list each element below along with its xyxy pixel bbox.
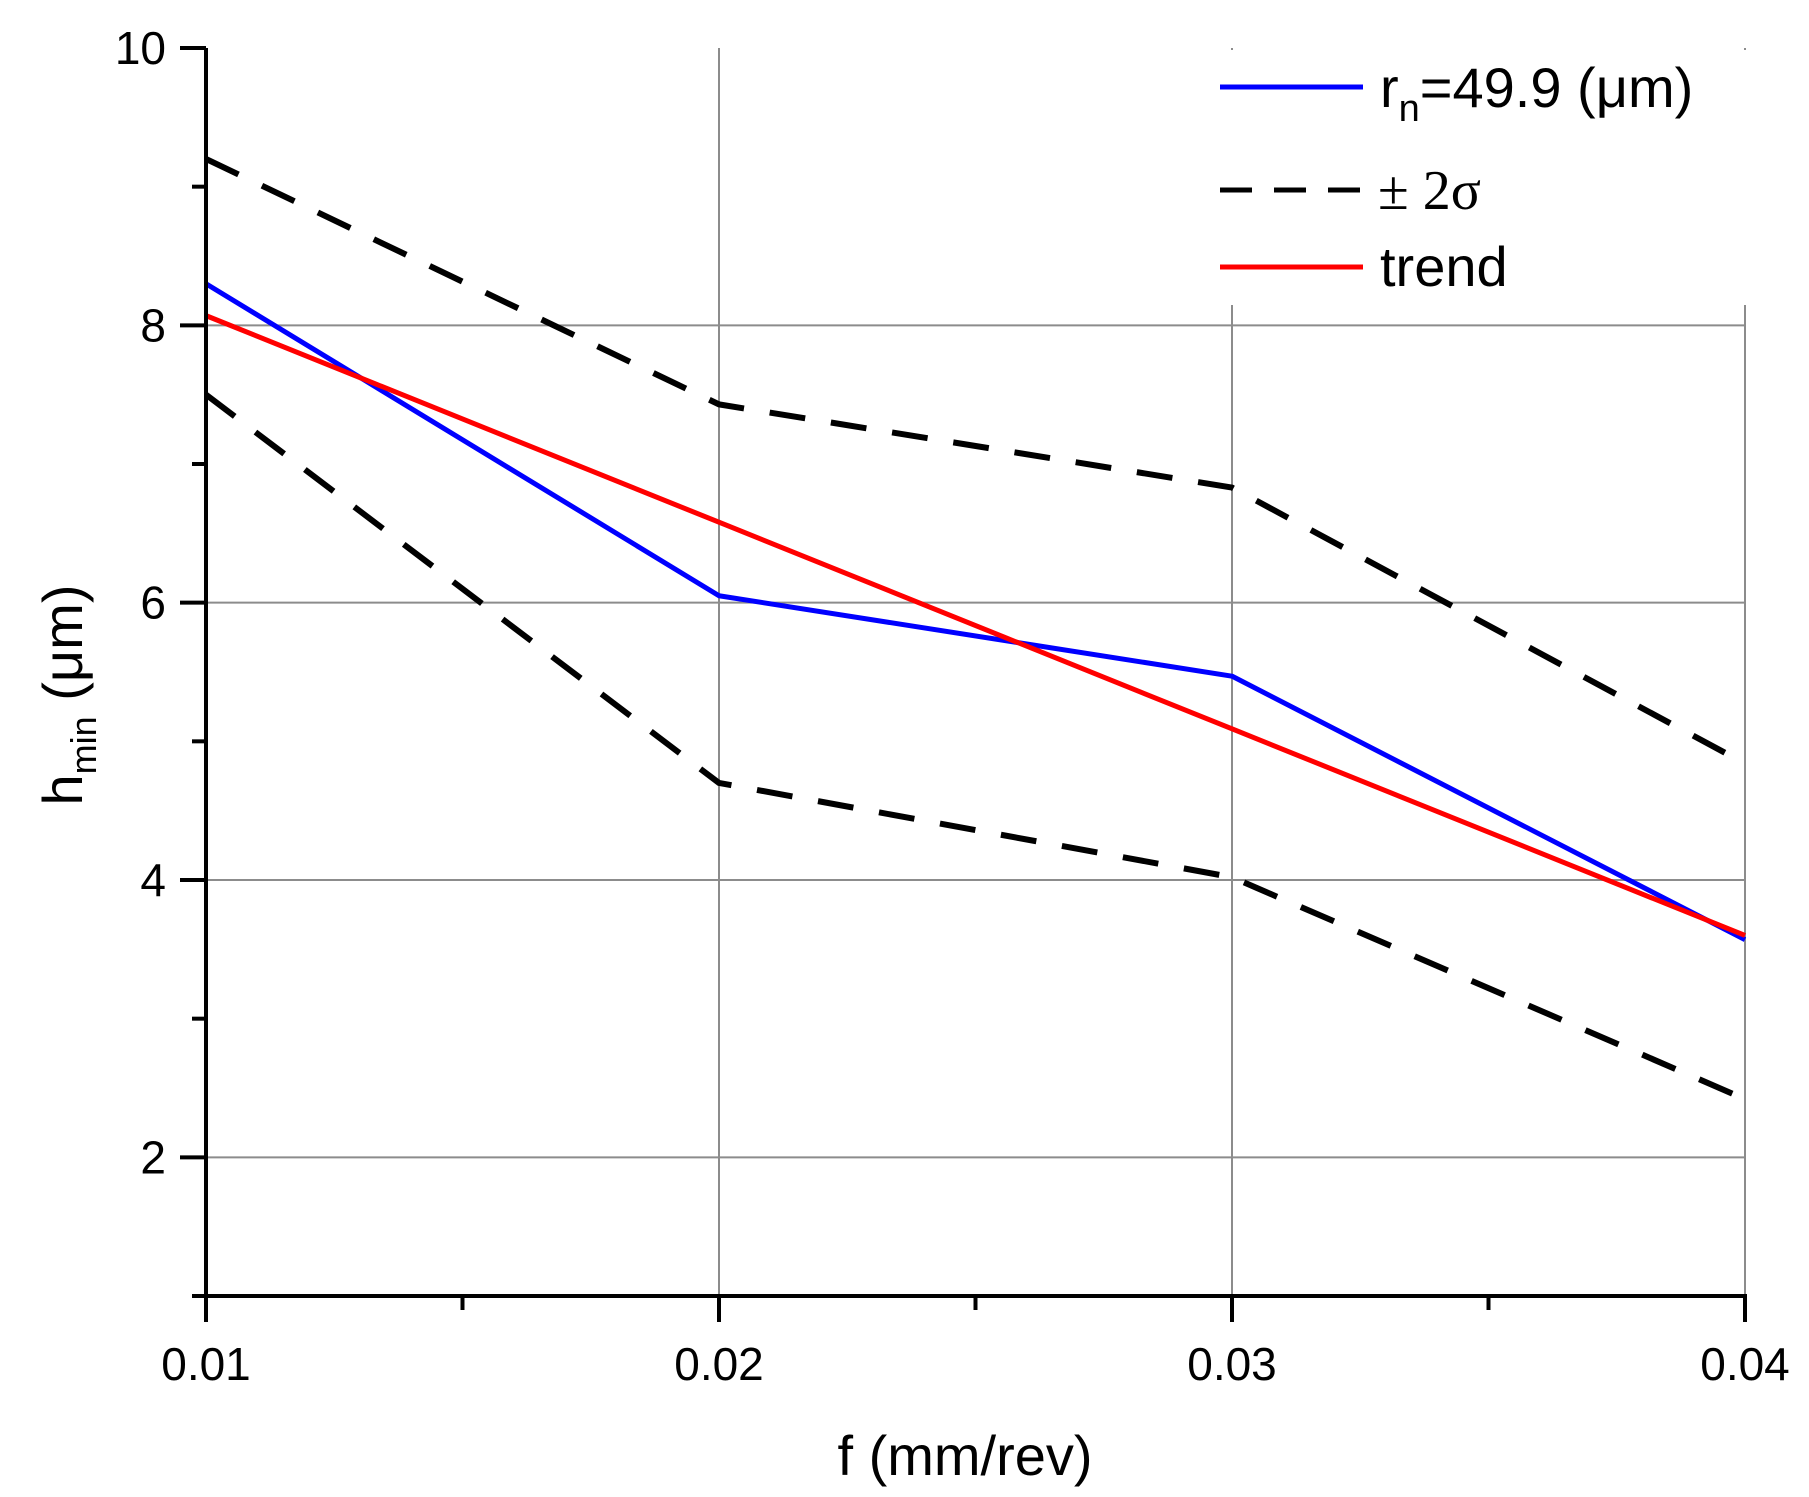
x-tick-label-3: 0.04 <box>1700 1338 1790 1390</box>
y-axis-title-unit: (μm) <box>31 585 94 717</box>
x-tick-label-1: 0.02 <box>674 1338 764 1390</box>
tick-labels: 2 4 6 8 10 0.01 0.02 0.03 0.04 <box>115 22 1790 1390</box>
series-line-1 <box>204 156 1747 767</box>
legend: rn=49.9 (μm) ± 2σ trend <box>1220 56 1693 298</box>
series-line-0 <box>204 281 1747 942</box>
y-tick-label-4: 10 <box>115 22 166 74</box>
axes <box>180 46 1747 1322</box>
y-axis-title-main: h <box>31 774 94 805</box>
legend-label-trend: trend <box>1380 235 1508 298</box>
y-tick-label-3: 8 <box>140 299 166 351</box>
y-tick-label-1: 4 <box>140 854 166 906</box>
legend-background <box>1196 50 1766 305</box>
y-axis-title: hmin (μm) <box>31 585 104 806</box>
legend-label-rn-main: r <box>1380 56 1399 119</box>
grid <box>206 48 1766 1296</box>
series-line-3 <box>205 313 1746 938</box>
legend-label-rn-sub: n <box>1399 88 1420 130</box>
legend-label-rn-rest: =49.9 (μm) <box>1420 56 1693 119</box>
x-tick-label-2: 0.03 <box>1187 1338 1277 1390</box>
series-layer <box>204 156 1747 1102</box>
y-axis-title-sub: min <box>63 716 104 774</box>
x-axis-title: f (mm/rev) <box>837 1424 1092 1487</box>
y-tick-label-0: 2 <box>140 1131 166 1183</box>
y-tick-label-2: 6 <box>140 577 166 629</box>
x-tick-label-0: 0.01 <box>161 1338 251 1390</box>
series-line-2 <box>204 392 1747 1102</box>
legend-label-sigma: ± 2σ <box>1378 160 1481 222</box>
legend-label-rn: rn=49.9 (μm) <box>1380 56 1693 130</box>
